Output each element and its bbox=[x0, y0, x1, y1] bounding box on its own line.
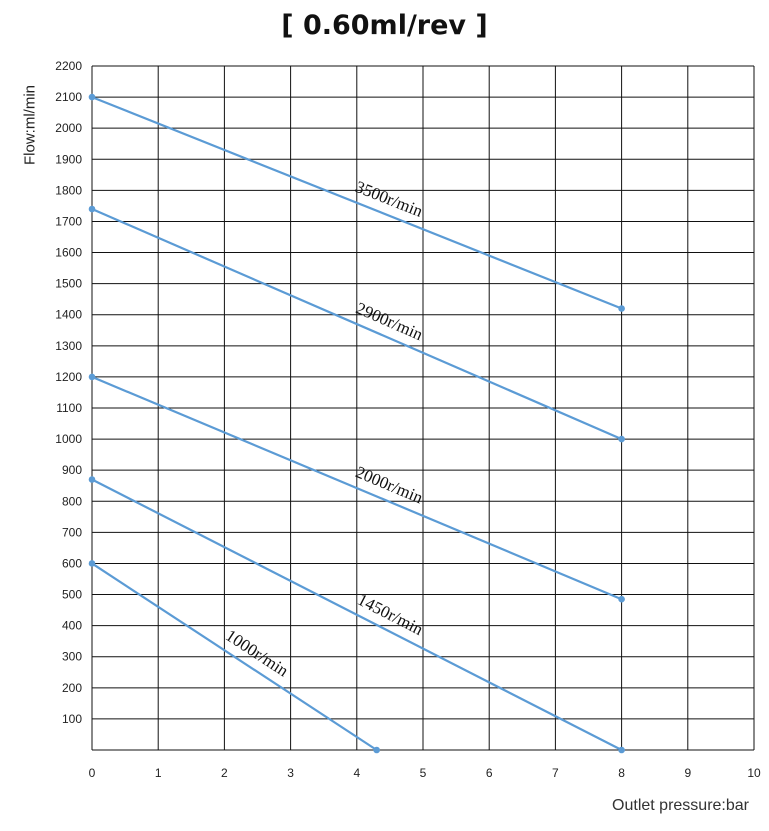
y-tick-label: 400 bbox=[62, 619, 82, 633]
y-tick-label: 100 bbox=[62, 712, 82, 726]
series-line bbox=[91, 478, 623, 751]
x-tick-label: 1 bbox=[155, 766, 162, 780]
y-tick-label: 1400 bbox=[55, 308, 82, 322]
data-point bbox=[88, 93, 96, 101]
y-tick-label: 1500 bbox=[55, 277, 82, 291]
series-line bbox=[91, 375, 623, 601]
series-label: 3500r/min bbox=[353, 177, 426, 221]
y-tick-label: 1200 bbox=[55, 370, 82, 384]
x-tick-label: 10 bbox=[747, 766, 761, 780]
y-tick-label: 300 bbox=[62, 650, 82, 664]
y-tick-label: 1100 bbox=[56, 401, 82, 415]
data-point bbox=[618, 595, 625, 603]
x-axis-label: Outlet pressure:bar bbox=[612, 797, 749, 814]
series-line bbox=[91, 96, 623, 310]
y-tick-label: 500 bbox=[62, 588, 82, 602]
series-line bbox=[91, 562, 378, 751]
data-point bbox=[618, 305, 625, 312]
x-tick-label: 6 bbox=[486, 766, 493, 780]
y-tick-label: 2200 bbox=[55, 59, 82, 73]
y-tick-label: 1700 bbox=[55, 214, 82, 228]
data-point bbox=[88, 373, 96, 381]
y-tick-label: 1000 bbox=[55, 432, 82, 446]
x-tick-label: 9 bbox=[684, 766, 691, 780]
y-tick-label: 1800 bbox=[55, 183, 82, 197]
data-point bbox=[373, 746, 380, 754]
y-tick-label: 200 bbox=[62, 681, 82, 695]
series-line bbox=[91, 208, 623, 441]
y-tick-label: 2100 bbox=[55, 90, 82, 104]
x-tick-label: 4 bbox=[353, 766, 360, 780]
y-tick-label: 800 bbox=[62, 494, 82, 508]
data-point bbox=[88, 560, 96, 567]
y-tick-label: 600 bbox=[62, 556, 82, 570]
y-tick-label: 700 bbox=[62, 525, 82, 539]
data-point bbox=[88, 205, 96, 213]
data-point bbox=[618, 746, 625, 754]
data-point bbox=[618, 435, 625, 443]
y-tick-label: 1600 bbox=[55, 246, 82, 260]
x-tick-label: 5 bbox=[420, 766, 427, 780]
x-tick-label: 0 bbox=[89, 766, 96, 780]
y-tick-label: 1300 bbox=[55, 339, 82, 353]
y-tick-label: 1900 bbox=[55, 152, 82, 166]
y-tick-label: 900 bbox=[62, 463, 82, 477]
data-point bbox=[88, 476, 96, 483]
x-tick-label: 7 bbox=[552, 766, 559, 780]
y-tick-label: 2000 bbox=[55, 121, 82, 135]
x-tick-label: 8 bbox=[618, 766, 625, 780]
chart-title: [ 0.60ml/rev ] bbox=[281, 10, 488, 41]
x-tick-label: 3 bbox=[287, 766, 294, 780]
x-tick-label: 2 bbox=[221, 766, 228, 780]
